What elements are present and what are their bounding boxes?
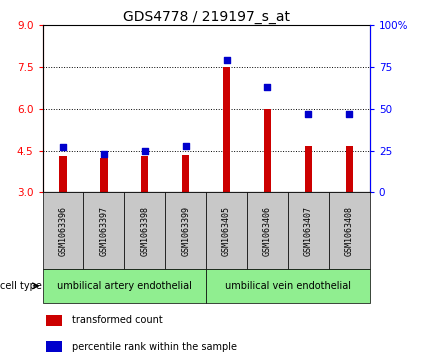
Bar: [42, 192, 83, 269]
Bar: [182, 155, 190, 192]
Point: [60, 144, 66, 150]
Point: [142, 148, 148, 154]
Bar: [46, 342, 62, 352]
Bar: [288, 192, 329, 269]
Bar: [42, 269, 206, 303]
Text: GSM1063398: GSM1063398: [140, 205, 149, 256]
Bar: [206, 269, 370, 303]
Bar: [247, 192, 288, 269]
Point: [264, 84, 271, 90]
Bar: [346, 147, 353, 192]
Point: [346, 111, 353, 117]
Text: GSM1063408: GSM1063408: [345, 205, 354, 256]
Text: cell type: cell type: [0, 281, 42, 291]
Bar: [329, 192, 370, 269]
Point: [305, 111, 312, 117]
Title: GDS4778 / 219197_s_at: GDS4778 / 219197_s_at: [123, 11, 289, 24]
Bar: [165, 192, 206, 269]
Text: GSM1063396: GSM1063396: [59, 205, 68, 256]
Bar: [100, 158, 108, 192]
Bar: [83, 192, 124, 269]
Text: GSM1063407: GSM1063407: [304, 205, 313, 256]
Text: percentile rank within the sample: percentile rank within the sample: [72, 342, 237, 352]
Bar: [46, 315, 62, 326]
Text: GSM1063405: GSM1063405: [222, 205, 231, 256]
Text: GSM1063397: GSM1063397: [99, 205, 108, 256]
Bar: [124, 192, 165, 269]
Text: transformed count: transformed count: [72, 315, 163, 326]
Text: GSM1063406: GSM1063406: [263, 205, 272, 256]
Text: GSM1063399: GSM1063399: [181, 205, 190, 256]
Point: [223, 58, 230, 64]
Point: [100, 151, 107, 157]
Bar: [305, 147, 312, 192]
Bar: [206, 192, 247, 269]
Text: umbilical vein endothelial: umbilical vein endothelial: [225, 281, 351, 291]
Bar: [264, 109, 271, 192]
Bar: [59, 156, 67, 192]
Bar: [223, 67, 230, 192]
Point: [182, 143, 189, 148]
Text: umbilical artery endothelial: umbilical artery endothelial: [57, 281, 192, 291]
Bar: [141, 156, 148, 192]
